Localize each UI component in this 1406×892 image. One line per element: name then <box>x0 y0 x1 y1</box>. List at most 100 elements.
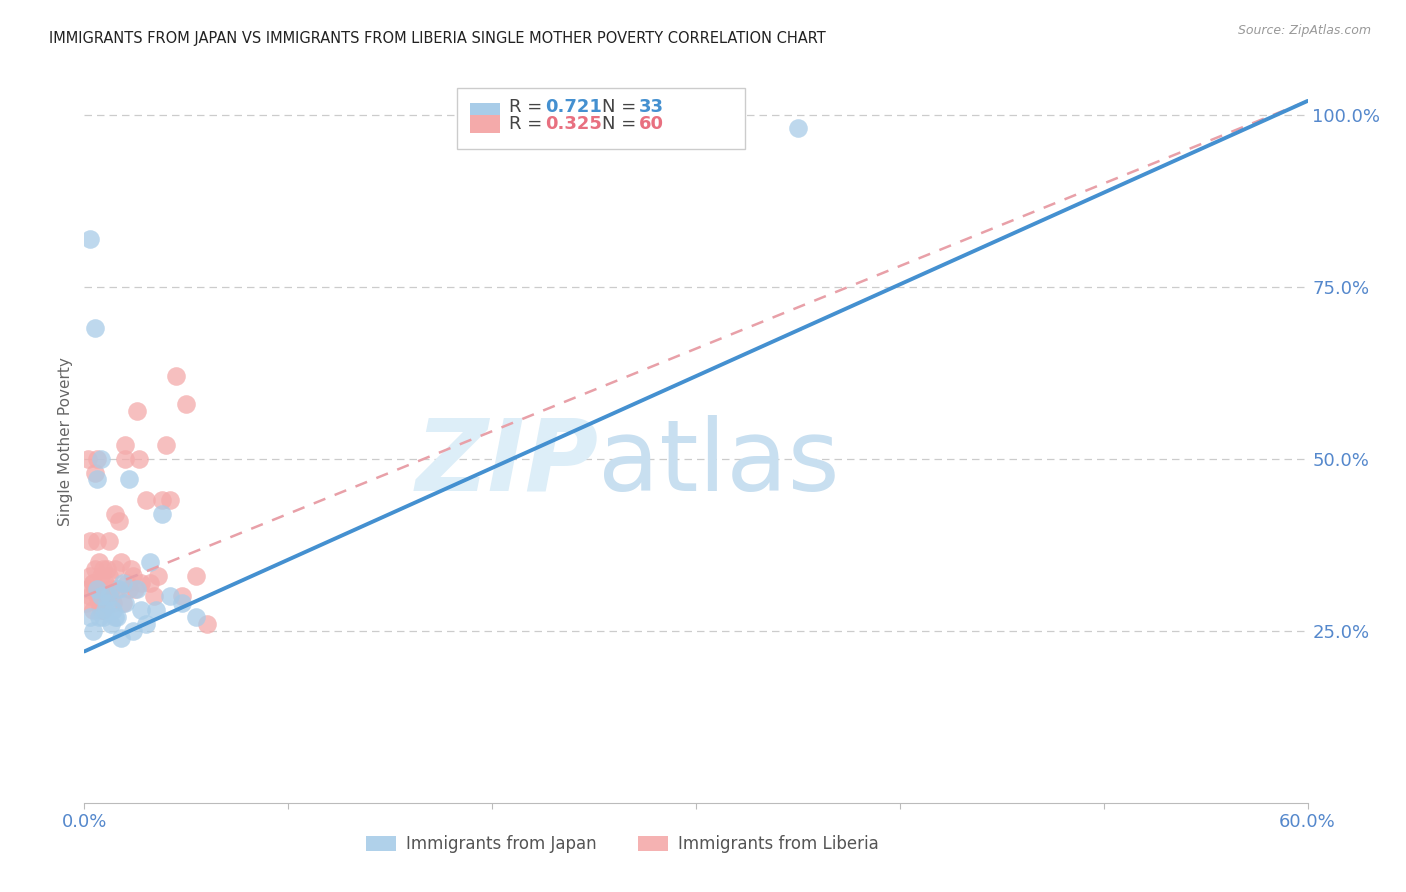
Point <box>93 603 115 617</box>
Point <box>82 575 104 590</box>
Point <box>105 582 128 597</box>
Point <box>79 590 101 604</box>
Point <box>186 568 208 582</box>
Point <box>131 575 153 590</box>
Point <box>142 590 165 604</box>
Point <box>86 451 108 466</box>
Point <box>93 590 115 604</box>
Text: R =: R = <box>509 98 548 116</box>
Point <box>195 616 218 631</box>
Point <box>96 562 118 576</box>
Point <box>83 582 105 597</box>
Point <box>122 624 145 638</box>
Point <box>86 534 108 549</box>
Point <box>105 610 128 624</box>
Point <box>150 493 173 508</box>
Point <box>90 451 112 466</box>
Point <box>138 575 160 590</box>
Point <box>87 582 110 597</box>
FancyBboxPatch shape <box>470 115 501 133</box>
Point <box>101 603 124 617</box>
Point <box>82 575 104 590</box>
Point <box>91 562 114 576</box>
Point <box>87 555 110 569</box>
Point <box>159 590 181 604</box>
Point <box>110 631 132 645</box>
Point <box>100 582 122 597</box>
Point <box>114 438 136 452</box>
Point <box>135 493 157 508</box>
Point <box>77 582 100 597</box>
Point <box>86 590 108 604</box>
Point <box>79 568 101 582</box>
Point <box>93 590 115 604</box>
Point <box>159 493 181 508</box>
Point <box>115 575 138 590</box>
Point <box>127 403 149 417</box>
Point <box>112 596 135 610</box>
Point <box>83 466 105 480</box>
Text: N =: N = <box>602 115 641 133</box>
Point <box>97 590 120 604</box>
Point <box>787 121 810 136</box>
Text: 0.325: 0.325 <box>546 115 602 133</box>
Text: 0.721: 0.721 <box>546 98 602 116</box>
Point <box>131 603 153 617</box>
Point <box>97 568 120 582</box>
Point <box>104 610 127 624</box>
Point <box>100 616 122 631</box>
Point <box>86 472 108 486</box>
Point <box>112 575 135 590</box>
Point <box>186 610 208 624</box>
FancyBboxPatch shape <box>457 87 745 149</box>
Legend: Immigrants from Japan, Immigrants from Liberia: Immigrants from Japan, Immigrants from L… <box>360 828 886 860</box>
Y-axis label: Single Mother Poverty: Single Mother Poverty <box>58 357 73 526</box>
Point <box>108 514 131 528</box>
Point <box>145 603 167 617</box>
Point <box>82 624 104 638</box>
Text: 60: 60 <box>638 115 664 133</box>
Point <box>110 555 132 569</box>
Text: ZIP: ZIP <box>415 415 598 512</box>
Point <box>79 610 101 624</box>
Point <box>87 610 110 624</box>
Point <box>93 575 115 590</box>
Point <box>114 596 136 610</box>
Point <box>90 568 112 582</box>
Point <box>128 451 150 466</box>
Text: N =: N = <box>602 98 641 116</box>
Point <box>79 231 101 245</box>
Point <box>90 596 112 610</box>
Point <box>138 555 160 569</box>
Point <box>146 568 169 582</box>
Point <box>79 534 101 549</box>
Point <box>122 568 145 582</box>
Point <box>120 562 142 576</box>
Text: IMMIGRANTS FROM JAPAN VS IMMIGRANTS FROM LIBERIA SINGLE MOTHER POVERTY CORRELATI: IMMIGRANTS FROM JAPAN VS IMMIGRANTS FROM… <box>49 31 825 46</box>
Point <box>83 321 105 335</box>
Point <box>172 596 194 610</box>
Point <box>150 507 173 521</box>
Point <box>83 562 105 576</box>
Point <box>91 610 114 624</box>
Point <box>91 603 114 617</box>
Text: Source: ZipAtlas.com: Source: ZipAtlas.com <box>1237 24 1371 37</box>
FancyBboxPatch shape <box>470 103 501 121</box>
Point <box>82 603 104 617</box>
Point <box>108 582 131 597</box>
Point <box>97 534 120 549</box>
Point <box>118 472 141 486</box>
Point <box>86 582 108 597</box>
Point <box>75 596 97 610</box>
Point <box>77 451 100 466</box>
Point <box>124 582 146 597</box>
Point <box>96 596 118 610</box>
Point <box>118 582 141 597</box>
Point <box>172 590 194 604</box>
Point <box>104 562 127 576</box>
Point <box>127 582 149 597</box>
Point <box>155 438 177 452</box>
Point <box>90 590 112 604</box>
Point <box>101 596 124 610</box>
Point <box>90 603 112 617</box>
